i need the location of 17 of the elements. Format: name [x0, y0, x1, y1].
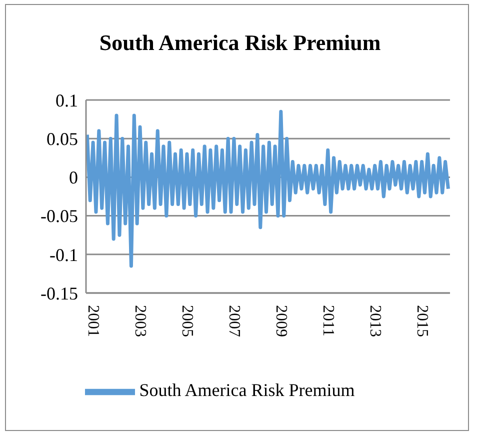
chart-title: South America Risk Premium: [98, 30, 382, 56]
x-tick-label: 2003: [132, 305, 149, 337]
y-tick-label: -0.05: [40, 206, 78, 226]
x-tick-label: 2015: [413, 305, 430, 337]
x-tick-label: 2009: [272, 305, 290, 337]
y-tick-label: -0.1: [50, 244, 78, 265]
y-tick-label: 0.1: [56, 90, 78, 110]
x-tick-label: 2007: [225, 305, 242, 337]
legend-label: South America Risk Premium: [139, 380, 355, 400]
y-tick-label: 0.05: [46, 128, 78, 149]
x-tick-label: 2013: [366, 305, 384, 337]
y-tick-label: 0: [69, 168, 78, 188]
line-series: [86, 110, 450, 268]
y-tick-label: -0.15: [40, 283, 78, 304]
x-tick-label: 2011: [319, 305, 336, 336]
x-tick-label: 2001: [84, 305, 102, 337]
x-tick-label: 2005: [178, 305, 196, 337]
